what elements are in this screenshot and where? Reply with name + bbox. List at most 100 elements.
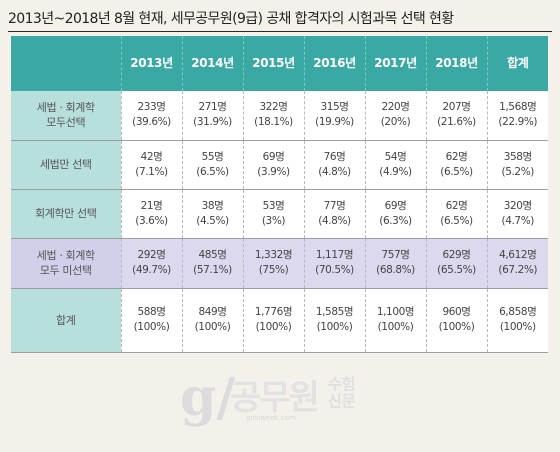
table-cell: 6,858명 (100%) <box>487 288 548 353</box>
logo-sub: 수험 신문 <box>328 376 368 410</box>
header-total: 합계 <box>487 36 548 91</box>
cell-percent: (100%) <box>377 321 414 333</box>
table-row: 세법 · 회계학 모두선택 233명 (39.6%) 271명 (31.9%) 32… <box>11 91 548 141</box>
cell-count: 315명 <box>320 101 349 114</box>
table-cell: 21명 (3.6%) <box>121 189 183 239</box>
cell-count: 320명 <box>503 199 533 212</box>
table-cell: 76명 (4.8%) <box>304 140 366 190</box>
table-cell: 588명 (100%) <box>121 288 183 353</box>
cell-count: 76명 <box>323 150 346 163</box>
table-cell: 220명 (20%) <box>365 91 427 141</box>
logo-mark-icon: g/ <box>180 367 236 428</box>
row-label: 회계학만 선택 <box>11 189 122 239</box>
table-cell: 320명 (4.7%) <box>487 189 548 239</box>
header-year-2016: 2016년 <box>304 36 366 91</box>
cell-count: 21명 <box>140 199 163 212</box>
cell-percent: (100%) <box>133 321 170 333</box>
cell-percent: (75%) <box>258 264 289 276</box>
cell-percent: (100%) <box>438 321 475 333</box>
cell-percent: (6.5%) <box>440 165 473 178</box>
row-label-line: 회계학만 선택 <box>35 207 97 220</box>
cell-percent: (65.5%) <box>437 264 476 276</box>
header-year-2013: 2013년 <box>121 36 183 91</box>
cell-percent: (4.7%) <box>501 214 535 227</box>
table-cell: 1,332명 (75%) <box>243 238 305 289</box>
table-cell: 38명 (4.5%) <box>182 189 244 239</box>
cell-count: 69명 <box>262 150 285 163</box>
cell-count: 629명 <box>442 249 471 261</box>
cell-percent: (19.9%) <box>315 116 354 129</box>
cell-count: 322명 <box>259 101 288 114</box>
cell-count: 271명 <box>198 101 227 114</box>
cell-percent: (100%) <box>499 321 536 333</box>
cell-count: 62명 <box>445 150 468 163</box>
table-cell: 53명 (3%) <box>243 189 305 239</box>
table-cell: 55명 (6.5%) <box>182 140 244 190</box>
row-label: 세법 · 회계학 모두 미선택 <box>11 238 122 289</box>
cell-percent: (39.6%) <box>132 116 171 129</box>
table-cell: 322명 (18.1%) <box>243 91 305 141</box>
title-divider <box>8 31 552 32</box>
cell-percent: (6.5%) <box>196 165 229 178</box>
cell-count: 1,332명 <box>254 249 293 261</box>
cell-percent: (57.1%) <box>193 264 232 276</box>
cell-percent: (4.8%) <box>318 214 351 227</box>
cell-count: 757명 <box>381 249 410 261</box>
cell-percent: (21.6%) <box>437 116 476 129</box>
cell-count: 1,100명 <box>376 306 415 318</box>
cell-count: 485명 <box>198 249 227 261</box>
table-cell: 1,776명 (100%) <box>243 288 305 353</box>
header-year-2014: 2014년 <box>182 36 244 91</box>
table-cell: 629명 (65.5%) <box>426 238 488 289</box>
cell-count: 6,858명 <box>499 306 537 318</box>
page-title: 2013년~2018년 8월 현재, 세무공무원(9급) 공채 합격자의 시험과… <box>8 11 454 27</box>
table-cell: 1,585명 (100%) <box>304 288 366 353</box>
table-cell: 207명 (21.6%) <box>426 91 488 141</box>
table-cell: 69명 (3.9%) <box>243 140 305 190</box>
table-cell: 77명 (4.8%) <box>304 189 366 239</box>
row-label: 세법 · 회계학 모두선택 <box>11 91 122 141</box>
cell-percent: (6.3%) <box>379 214 412 227</box>
cell-count: 54명 <box>384 150 407 163</box>
logo-sub-line: 신문 <box>328 392 356 410</box>
cell-percent: (5.2%) <box>501 165 535 178</box>
table-row: 세법만 선택 42명 (7.1%) 55명 (6.5%) 69명 (3.9%) 76명… <box>11 140 548 190</box>
table-cell: 1,100명 (100%) <box>365 288 427 353</box>
logo-name: 공무원 <box>230 378 320 418</box>
row-label-line: 세법 · 회계학 <box>36 101 95 115</box>
cell-percent: (100%) <box>316 321 353 333</box>
cell-percent: (6.5%) <box>440 214 473 227</box>
cell-count: 960명 <box>442 306 471 318</box>
cell-count: 1,568명 <box>499 101 537 114</box>
cell-percent: (4.8%) <box>318 165 351 178</box>
selection-table: 2013년 2014년 2015년 2016년 2017년 2018년 합계 세… <box>11 36 548 353</box>
row-label: 세법만 선택 <box>11 140 122 190</box>
table-row-highlighted: 세법 · 회계학 모두 미선택 292명 (49.7%) 485명 (57.1%) … <box>11 238 548 289</box>
cell-count: 207명 <box>442 101 471 114</box>
cell-count: 1,117명 <box>315 249 354 261</box>
cell-count: 292명 <box>137 249 166 261</box>
cell-count: 1,776명 <box>254 306 293 318</box>
cell-percent: (7.1%) <box>135 165 168 178</box>
cell-percent: (4.5%) <box>196 214 229 227</box>
cell-percent: (67.2%) <box>498 264 538 276</box>
cell-count: 62명 <box>445 199 468 212</box>
logo-url: gosiweek.com <box>246 414 296 422</box>
table-cell: 960명 (100%) <box>426 288 488 353</box>
table-cell: 292명 (49.7%) <box>121 238 183 289</box>
cell-count: 4,612명 <box>499 249 537 261</box>
table-cell: 757명 (68.8%) <box>365 238 427 289</box>
table-cell: 42명 (7.1%) <box>121 140 183 190</box>
header-year-2015: 2015년 <box>243 36 305 91</box>
table-cell: 1,568명 (22.9%) <box>487 91 548 141</box>
table-cell: 54명 (4.9%) <box>365 140 427 190</box>
row-label: 합계 <box>11 288 122 353</box>
table-cell: 849명 (100%) <box>182 288 244 353</box>
cell-count: 69명 <box>384 199 407 212</box>
cell-percent: (4.9%) <box>379 165 412 178</box>
header-year-2018: 2018년 <box>426 36 488 91</box>
header-corner <box>11 36 122 91</box>
table-cell: 62명 (6.5%) <box>426 189 488 239</box>
cell-percent: (31.9%) <box>193 116 232 129</box>
cell-percent: (70.5%) <box>315 264 354 276</box>
